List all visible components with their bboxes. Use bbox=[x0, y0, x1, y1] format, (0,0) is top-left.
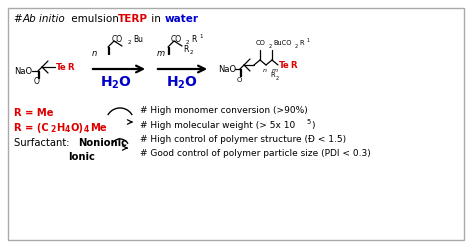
Text: R: R bbox=[191, 34, 196, 43]
Text: in: in bbox=[148, 14, 164, 24]
Text: H: H bbox=[56, 123, 64, 133]
Text: 1: 1 bbox=[199, 33, 202, 38]
Text: $\mathbf{H_2O}$: $\mathbf{H_2O}$ bbox=[166, 75, 198, 91]
Text: 5: 5 bbox=[306, 119, 310, 125]
Text: Bu: Bu bbox=[133, 34, 143, 43]
Text: $\mathbf{H_2O}$: $\mathbf{H_2O}$ bbox=[100, 75, 132, 91]
Text: CO: CO bbox=[112, 34, 123, 43]
Text: Me: Me bbox=[90, 123, 107, 133]
Text: R: R bbox=[299, 40, 304, 46]
Text: # High molecular weight (> 5x 10: # High molecular weight (> 5x 10 bbox=[140, 121, 295, 130]
Text: # Good control of polymer particle size (PDI < 0.3): # Good control of polymer particle size … bbox=[140, 149, 371, 158]
Text: # High control of polymer structure (Đ < 1.5): # High control of polymer structure (Đ <… bbox=[140, 135, 346, 144]
Text: R = (C: R = (C bbox=[14, 123, 49, 133]
Text: O): O) bbox=[71, 123, 84, 133]
Text: R: R bbox=[290, 61, 297, 69]
Text: 2: 2 bbox=[276, 75, 279, 81]
Text: 2: 2 bbox=[190, 50, 193, 55]
Text: TERP: TERP bbox=[118, 14, 148, 24]
Text: #: # bbox=[14, 14, 26, 24]
Text: 2: 2 bbox=[128, 39, 131, 44]
Text: emulsion: emulsion bbox=[68, 14, 122, 24]
Text: Te: Te bbox=[56, 62, 67, 71]
Text: ): ) bbox=[311, 121, 315, 130]
Text: Ionic: Ionic bbox=[68, 152, 95, 162]
Text: Nonionic: Nonionic bbox=[78, 138, 127, 148]
Text: 2: 2 bbox=[295, 43, 298, 49]
Text: R: R bbox=[67, 62, 73, 71]
Text: # High monomer conversion (>90%): # High monomer conversion (>90%) bbox=[140, 106, 308, 115]
Text: BuCO: BuCO bbox=[273, 40, 292, 46]
Text: m: m bbox=[272, 68, 278, 73]
Text: 1: 1 bbox=[306, 37, 309, 42]
Text: NaO: NaO bbox=[218, 64, 236, 73]
Text: n: n bbox=[263, 68, 267, 73]
Text: n: n bbox=[92, 49, 97, 58]
FancyBboxPatch shape bbox=[8, 8, 464, 240]
Text: m: m bbox=[157, 49, 165, 58]
Text: Ab initio: Ab initio bbox=[23, 14, 66, 24]
Text: Surfactant:: Surfactant: bbox=[14, 138, 73, 148]
Text: Te: Te bbox=[279, 61, 290, 69]
Text: O: O bbox=[237, 77, 242, 83]
Text: R: R bbox=[270, 72, 274, 78]
Text: R: R bbox=[183, 44, 188, 54]
Text: 4: 4 bbox=[65, 125, 70, 134]
Text: 4: 4 bbox=[84, 125, 89, 134]
Text: NaO: NaO bbox=[14, 66, 32, 75]
Text: O: O bbox=[34, 77, 40, 87]
Text: R = Me: R = Me bbox=[14, 108, 54, 118]
Text: CO: CO bbox=[256, 40, 266, 46]
Text: CO: CO bbox=[171, 34, 182, 43]
Text: water: water bbox=[165, 14, 199, 24]
Text: 2: 2 bbox=[186, 39, 190, 44]
Text: 2: 2 bbox=[50, 125, 55, 134]
Text: 2: 2 bbox=[269, 43, 272, 49]
